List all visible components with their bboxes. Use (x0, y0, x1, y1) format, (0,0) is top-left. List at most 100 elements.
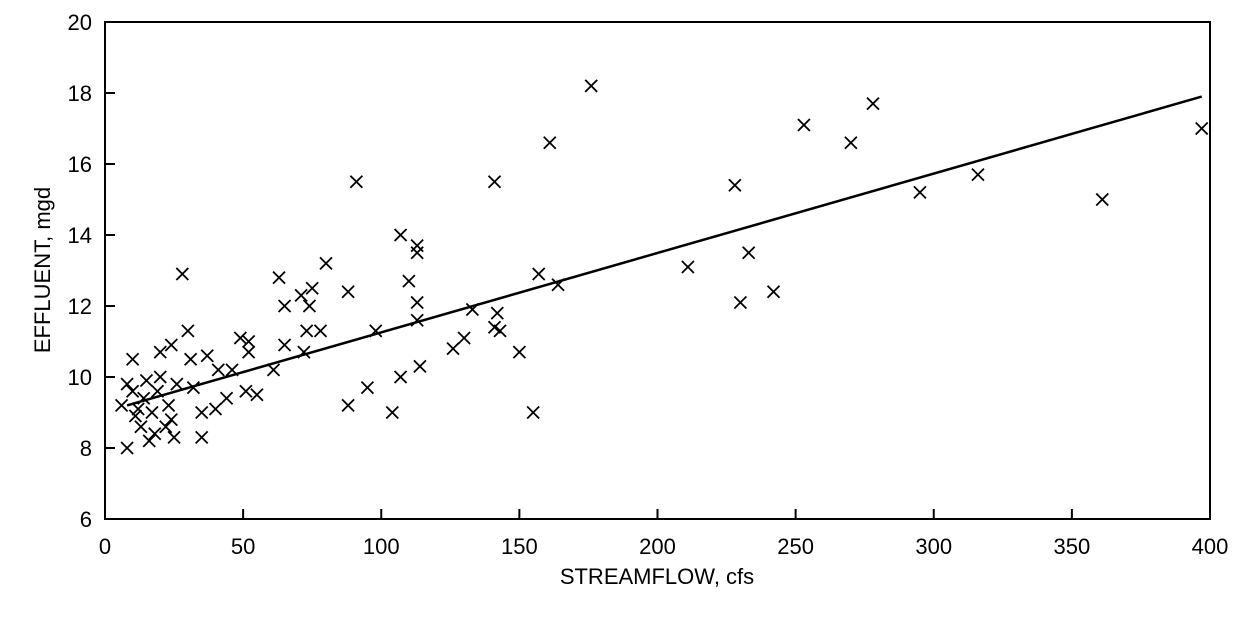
data-point (385, 405, 399, 420)
data-point (300, 324, 314, 338)
data-point (733, 295, 748, 310)
data-point (195, 430, 209, 444)
data-point (297, 345, 311, 359)
data-point (532, 267, 546, 281)
data-point (465, 302, 480, 317)
data-point (728, 178, 742, 192)
data-point (512, 345, 527, 359)
x-axis: 0 50 100 150 200 250 300 350 400 (99, 509, 1228, 559)
data-point (128, 409, 143, 423)
data-point (341, 398, 355, 413)
data-point (360, 381, 375, 395)
data-point (797, 118, 811, 132)
data-point (543, 136, 557, 150)
data-point (170, 377, 184, 391)
y-tick-label: 6 (80, 507, 92, 532)
x-tick-label: 250 (777, 534, 814, 559)
data-point (164, 338, 178, 352)
data-point (181, 324, 195, 338)
data-point (410, 246, 424, 260)
data-point (225, 363, 239, 377)
data-point (487, 175, 502, 189)
data-point (302, 299, 317, 313)
data-point (137, 391, 151, 405)
data-point (242, 334, 256, 349)
data-point (211, 363, 225, 377)
data-point (742, 246, 756, 260)
data-point (1095, 192, 1109, 207)
data-point (349, 175, 364, 189)
data-point (410, 239, 424, 253)
data-point (971, 168, 985, 182)
data-point (490, 306, 504, 320)
data-point (277, 299, 292, 313)
data-point (446, 341, 460, 356)
data-point (305, 281, 319, 295)
data-point (242, 345, 256, 359)
data-point (195, 405, 209, 420)
y-tick-label: 8 (80, 436, 92, 461)
data-point (239, 384, 253, 398)
y-tick-label: 10 (68, 365, 92, 390)
data-point (313, 324, 328, 338)
data-point (410, 295, 424, 310)
data-point (153, 345, 167, 359)
x-tick-label: 300 (915, 534, 952, 559)
data-point (1195, 121, 1209, 136)
data-points (114, 79, 1209, 455)
data-point (153, 370, 167, 384)
data-point (139, 373, 154, 388)
data-point (584, 79, 598, 93)
data-point (120, 441, 134, 455)
y-tick-label: 12 (68, 294, 92, 319)
data-point (266, 363, 281, 377)
x-tick-label: 400 (1192, 534, 1229, 559)
data-point (142, 434, 156, 448)
x-tick-label: 200 (639, 534, 676, 559)
data-point (208, 402, 223, 416)
data-point (250, 388, 264, 402)
data-point (120, 377, 134, 391)
plot-frame (104, 21, 1211, 520)
x-tick-label: 150 (501, 534, 538, 559)
x-tick-label: 50 (231, 534, 255, 559)
data-point (294, 288, 308, 302)
data-point (277, 338, 292, 352)
data-point (186, 381, 201, 395)
data-point (393, 228, 408, 242)
x-tick-label: 0 (99, 534, 111, 559)
y-axis: 6 8 10 12 14 16 18 20 (68, 10, 115, 532)
y-tick-label: 16 (68, 152, 92, 177)
y-tick-label: 18 (68, 81, 92, 106)
data-point (233, 331, 247, 345)
data-point (167, 430, 181, 444)
data-point (369, 324, 383, 338)
x-tick-label: 350 (1054, 534, 1091, 559)
data-point (164, 412, 178, 427)
data-point (131, 402, 145, 416)
regression-line (126, 95, 1203, 407)
y-axis-title: EFFLUENT, mgd (30, 187, 55, 353)
data-point (148, 427, 162, 441)
data-point (493, 324, 507, 338)
data-point (159, 420, 173, 434)
data-point (319, 256, 333, 271)
data-point (681, 260, 695, 274)
data-point (393, 370, 408, 384)
data-point (766, 285, 781, 299)
data-point (150, 384, 165, 398)
data-point (219, 391, 234, 405)
data-point (402, 274, 416, 288)
data-point (844, 136, 858, 150)
data-point (272, 270, 286, 285)
data-point (200, 349, 214, 363)
data-point (913, 185, 927, 200)
data-point (410, 313, 424, 327)
data-point (134, 420, 148, 434)
data-point (413, 359, 427, 373)
data-point (125, 352, 140, 366)
data-point (526, 405, 540, 420)
y-tick-label: 20 (68, 10, 92, 35)
